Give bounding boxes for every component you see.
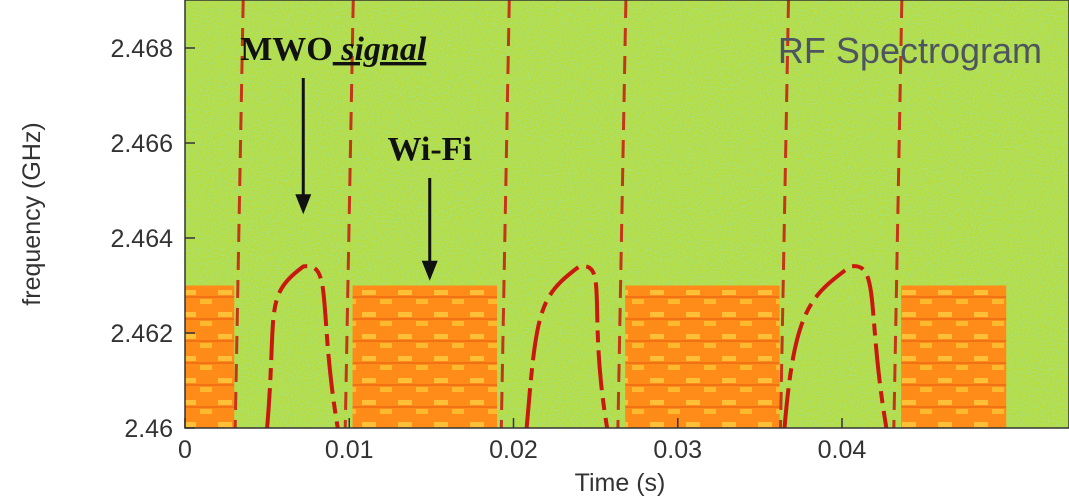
x-tick-label-0: 0 bbox=[178, 436, 192, 464]
x-tick-label-4: 0.04 bbox=[818, 436, 867, 464]
wifi-burst-1 bbox=[352, 285, 498, 428]
annotation-1-main: Wi-Fi bbox=[388, 131, 472, 168]
wifi-burst-2 bbox=[625, 285, 780, 428]
mwo-arcs bbox=[265, 264, 889, 428]
y-axis: 2.46 2.462 2.464 2.466 2.468 bbox=[110, 35, 195, 443]
x-tick-label-1: 0.01 bbox=[325, 436, 374, 464]
mwo-vertical-line-1 bbox=[343, 0, 355, 428]
mwo-vertical-lines bbox=[233, 0, 904, 428]
x-tick-label-3: 0.03 bbox=[653, 436, 702, 464]
y-tick-label-3: 2.466 bbox=[110, 130, 173, 158]
mwo-vertical-line-3 bbox=[616, 0, 628, 428]
y-tick-label-2: 2.464 bbox=[110, 225, 173, 253]
annotation-0-arrow-head bbox=[295, 194, 312, 215]
annotations: MWO signal Wi-Fi bbox=[240, 31, 472, 281]
wifi-burst-3 bbox=[901, 285, 1007, 428]
mwo-vertical-line-4 bbox=[779, 0, 791, 428]
y-tick-label-4: 2.468 bbox=[110, 35, 173, 63]
x-tick-label-2: 0.02 bbox=[489, 436, 538, 464]
wifi-burst-0 bbox=[185, 285, 235, 428]
annotation-1-arrow-head bbox=[421, 260, 438, 281]
annotation-0-italic: signal bbox=[333, 31, 427, 68]
y-tick-label-0: 2.46 bbox=[124, 415, 173, 443]
x-axis-label: Time (s) bbox=[575, 469, 666, 497]
y-tick-label-1: 2.462 bbox=[110, 320, 173, 348]
wifi-bursts bbox=[185, 285, 1007, 428]
plot-area bbox=[185, 0, 1069, 428]
x-axis: 0 0.01 0.02 0.03 0.04 bbox=[178, 418, 866, 464]
mwo-arc-1 bbox=[524, 264, 610, 428]
annotation-0-text: MWO signal bbox=[240, 31, 427, 68]
mwo-vertical-line-2 bbox=[499, 0, 511, 428]
annotation-0-main: MWO bbox=[240, 31, 333, 68]
y-axis-label: frequency (GHz) bbox=[18, 122, 46, 305]
plot-frame bbox=[184, 0, 1069, 429]
mwo-arc-0 bbox=[265, 264, 340, 428]
annotation-1-text: Wi-Fi bbox=[388, 131, 472, 168]
mwo-vertical-line-0 bbox=[233, 0, 245, 428]
chart-title: RF Spectrogram bbox=[778, 30, 1042, 71]
mwo-arc-2 bbox=[782, 264, 889, 428]
mwo-vertical-line-5 bbox=[892, 0, 904, 428]
